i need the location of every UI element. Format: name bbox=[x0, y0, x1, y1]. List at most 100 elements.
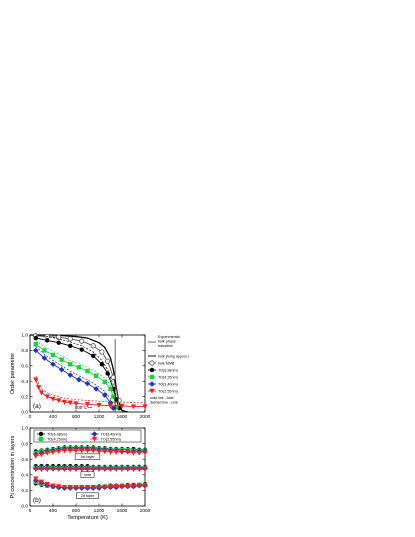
panel-b-legend-marker bbox=[91, 436, 98, 442]
panel-a-data-point bbox=[76, 376, 82, 383]
panel-b-data-point bbox=[142, 467, 148, 473]
panel-b-data-point bbox=[67, 485, 73, 491]
panel-b-data-point bbox=[44, 481, 50, 487]
panel-a-y-tick-label: 1.0 bbox=[21, 333, 28, 339]
panel-b-legend-marker bbox=[91, 431, 98, 437]
panel-b-data-point bbox=[102, 449, 108, 455]
panel-b-layer-label: 1st layer bbox=[80, 455, 95, 459]
panel-b-y-tick-label: 0.2 bbox=[21, 488, 28, 494]
panel-a-data-point bbox=[36, 385, 42, 391]
panel-b-y-tick-label: 0.0 bbox=[21, 504, 28, 510]
panel-a-data-point bbox=[45, 338, 50, 343]
panel-b-panel-label: (b) bbox=[33, 497, 41, 504]
panel-a-data-point bbox=[111, 394, 116, 399]
panel-a-data-point bbox=[101, 392, 108, 398]
panel-a-annotation-text: 800°C bbox=[75, 405, 87, 410]
panel-b-data-point bbox=[79, 467, 85, 473]
panel-b-data-point bbox=[84, 467, 91, 473]
panel-b-x-tick-label: 2000 bbox=[140, 508, 151, 514]
panel-a-data-point bbox=[58, 366, 65, 373]
panel-a-panel-label: (a) bbox=[33, 403, 41, 410]
panel-a-x-tick-label: 2000 bbox=[140, 414, 151, 420]
panel-b-data-point bbox=[96, 467, 102, 473]
panel-b-layer-label: core bbox=[84, 473, 91, 477]
panel-b-legend-box bbox=[33, 429, 142, 443]
panel-b-data-point bbox=[56, 467, 62, 473]
panel-b-data-point bbox=[67, 467, 73, 473]
panel-a-series-line-1 bbox=[35, 335, 120, 401]
panel-a-data-point bbox=[50, 361, 56, 368]
panel-a-legend-marker bbox=[149, 360, 155, 366]
panel-b-data-point bbox=[130, 450, 137, 456]
panel-a-legend-label: TO(2.55nm) bbox=[158, 389, 178, 393]
panel-a-data-point bbox=[114, 405, 119, 410]
panel-b-x-tick-label: 400 bbox=[49, 508, 57, 514]
panel-b-data-point bbox=[61, 485, 68, 491]
panel-b-data-point bbox=[61, 467, 68, 473]
panel-a-legend-label: bulk (Ising approx.) bbox=[158, 354, 189, 358]
panel-b-y-tick-label: 0.8 bbox=[21, 441, 28, 447]
panel-b-data-point bbox=[38, 467, 45, 473]
panel-a-legend-label: TO(4.25nm) bbox=[158, 375, 178, 379]
panel-a-legend-marker bbox=[149, 388, 155, 394]
panel-b-data-point bbox=[113, 449, 119, 455]
panel-b-layer-label-box bbox=[74, 453, 101, 460]
panel-a-legend-note: solid line - total bbox=[150, 396, 174, 400]
panel-b-y-tick-label: 0.4 bbox=[21, 473, 28, 479]
panel-b-data-point bbox=[33, 453, 39, 459]
panel-a-legend-label: TO(6.98nm) bbox=[158, 368, 178, 372]
panel-a-data-point bbox=[130, 404, 137, 410]
panel-b-data-point bbox=[56, 449, 62, 455]
panel-b-x-tick-label: 1200 bbox=[94, 508, 105, 514]
panel-a-data-point bbox=[96, 402, 102, 408]
panel-a-data-point bbox=[102, 379, 107, 385]
panel-a-x-tick-label: 1600 bbox=[117, 414, 128, 420]
panel-b-data-point bbox=[33, 476, 39, 482]
panel-a-data-point bbox=[56, 340, 61, 345]
panel-b-data-point bbox=[50, 483, 56, 489]
panel-b-pt-concentration: 0 400 800 1200 1600 2000 0.0 0.2 0.4 0.6 0.8 1.0 Pt … bbox=[10, 426, 151, 521]
panel-a-y-tick-label: 0.0 bbox=[21, 410, 28, 416]
panel-a-data-point bbox=[50, 396, 56, 402]
panel-a-data-point bbox=[142, 404, 148, 410]
panel-b-data-point bbox=[113, 484, 119, 490]
panel-b-data-point bbox=[130, 483, 137, 489]
panel-b-data-point bbox=[44, 467, 50, 473]
panel-b-x-tick-label: 800 bbox=[72, 508, 80, 514]
panel-a-data-point bbox=[84, 380, 91, 387]
panel-a-order-parameter: 0 400 800 1200 1600 2000 0.0 0.2 0.4 0.6 0.8 1.0 Ord… bbox=[10, 333, 189, 420]
panel-b-legend-label: TO(6.98nm) bbox=[47, 432, 68, 436]
panel-b-data-point bbox=[136, 467, 142, 473]
panel-a-legend-label: TO(3.40nm) bbox=[158, 382, 178, 386]
panel-b-data-point bbox=[107, 449, 114, 455]
panel-a-data-point bbox=[59, 357, 64, 362]
panel-a-legend-note: dashed line - core bbox=[150, 401, 178, 405]
panel-a-data-point bbox=[32, 347, 39, 354]
panel-b-data-point bbox=[38, 479, 45, 485]
panel-b-data-point bbox=[79, 448, 85, 454]
panel-a-data-point bbox=[67, 400, 73, 406]
panel-b-data-point bbox=[50, 449, 56, 455]
panel-b-data-point bbox=[96, 485, 102, 491]
panel-b-data-point bbox=[96, 449, 102, 455]
panel-b-legend-label: TO(3.40nm) bbox=[101, 432, 122, 436]
panel-b-data-point bbox=[50, 467, 56, 473]
panel-b-data-point bbox=[130, 467, 137, 473]
panel-a-series-line-5 bbox=[35, 379, 145, 408]
panel-a-data-point bbox=[108, 386, 113, 392]
panel-a-data-point bbox=[41, 355, 48, 361]
panel-a-legend-marker bbox=[149, 381, 155, 387]
panel-a-data-point bbox=[105, 358, 111, 364]
panel-a-y-tick-label: 0.8 bbox=[21, 348, 28, 354]
panel-a-data-point bbox=[50, 352, 56, 358]
panel-b-data-point bbox=[61, 448, 68, 454]
panel-b-data-point bbox=[102, 485, 108, 491]
panel-a-data-point bbox=[105, 371, 110, 376]
panel-b-data-point bbox=[73, 448, 79, 454]
panel-b-data-point bbox=[102, 467, 108, 473]
panel-b-y-tick-label: 1.0 bbox=[21, 426, 28, 432]
panel-b-data-point bbox=[142, 450, 148, 456]
panel-a-data-point bbox=[76, 365, 82, 370]
panel-b-data-point bbox=[90, 485, 96, 491]
panel-a-legend-marker bbox=[149, 374, 155, 380]
